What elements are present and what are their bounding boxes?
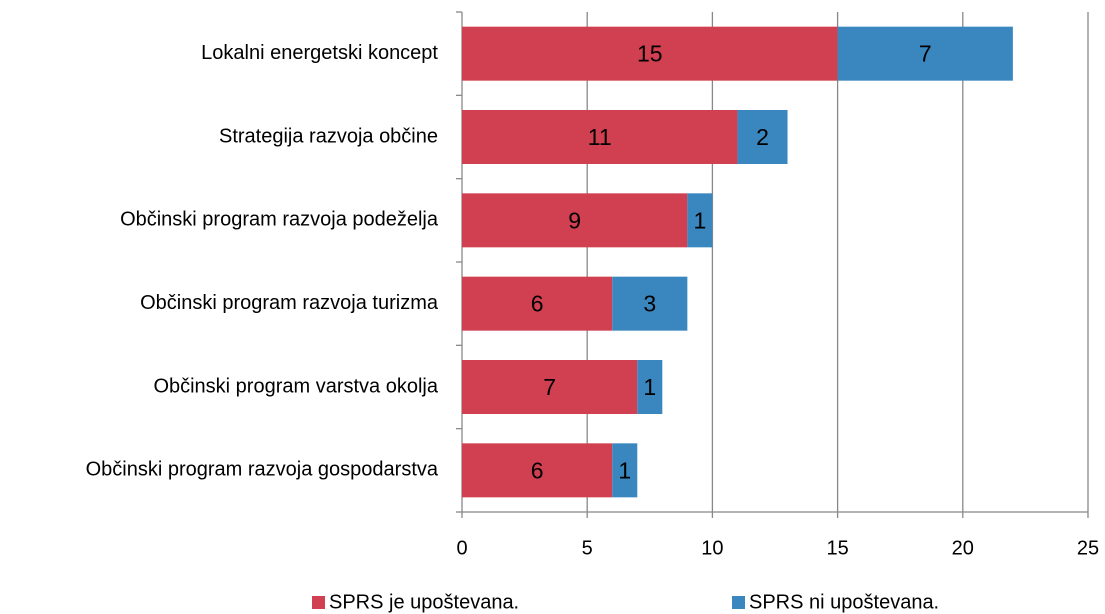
- x-tick-label: 25: [1077, 537, 1099, 559]
- x-tick-label: 10: [701, 537, 723, 559]
- y-tick-label: Strategija razvoja občine: [219, 125, 438, 147]
- bar-segment: [637, 360, 663, 414]
- y-tick-label: Občinski program razvoja gospodarstva: [86, 459, 439, 481]
- bar-segment: [612, 443, 638, 498]
- y-tick-label: Občinski program razvoja turizma: [140, 292, 439, 314]
- bar-segment: [462, 193, 688, 248]
- value-label: 11: [588, 124, 612, 150]
- bar-segment: [462, 276, 613, 331]
- bar-segment: [462, 110, 738, 164]
- x-tick-label: 0: [456, 537, 467, 559]
- x-tick-label: 5: [582, 537, 593, 559]
- bar-segment: [687, 193, 713, 248]
- value-label: 1: [618, 457, 631, 483]
- bar-segment: [462, 443, 613, 498]
- value-label: 1: [693, 207, 706, 233]
- x-tick-label: 20: [952, 537, 974, 559]
- y-tick-label: Lokalni energetski koncept: [201, 42, 438, 64]
- value-label: 1: [643, 374, 656, 400]
- y-tick-label: Občinski program varstva okolja: [153, 375, 438, 397]
- y-tick-label: Občinski program razvoja podeželja: [120, 209, 439, 231]
- value-label: 3: [643, 291, 656, 317]
- bar-segment: [837, 26, 1013, 81]
- bar-segment: [737, 110, 788, 164]
- value-label: 6: [531, 457, 544, 483]
- value-label: 2: [756, 124, 769, 150]
- legend-label: SPRS ni upoštevana.: [749, 591, 939, 613]
- value-label: 6: [531, 291, 544, 317]
- value-label: 7: [919, 41, 932, 67]
- bar-segment: [612, 276, 688, 331]
- value-label: 7: [543, 374, 556, 400]
- x-tick-label: 15: [826, 537, 848, 559]
- legend-label: SPRS je upoštevana.: [329, 591, 519, 613]
- legend-swatch: [732, 596, 745, 609]
- value-label: 15: [637, 41, 663, 67]
- bar-segment: [462, 26, 838, 81]
- legend-swatch: [312, 596, 325, 609]
- value-label: 9: [568, 207, 581, 233]
- bar-segment: [462, 360, 638, 414]
